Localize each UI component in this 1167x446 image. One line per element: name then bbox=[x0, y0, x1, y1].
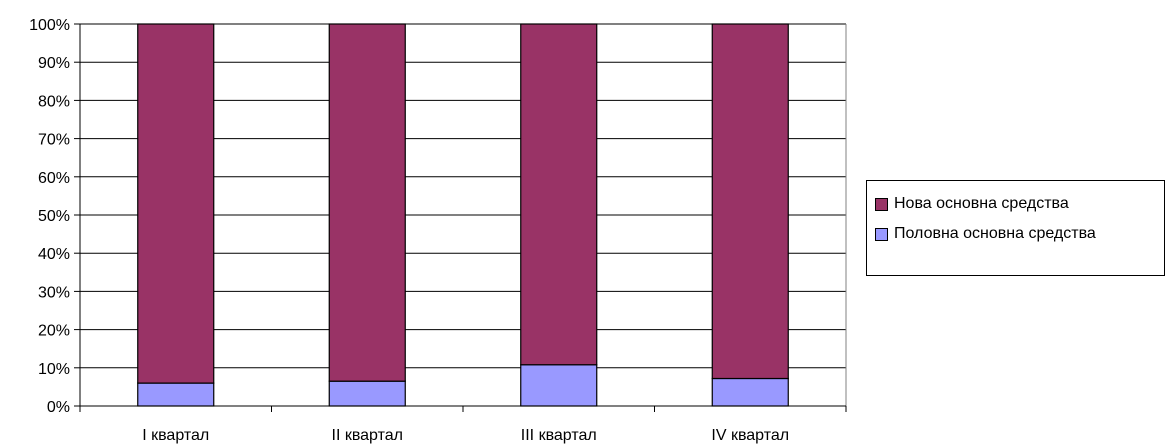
bar-segment-used bbox=[137, 382, 215, 407]
y-tick-label: 70% bbox=[38, 132, 70, 149]
x-axis: I квартал II квартал III квартал IV квартал bbox=[79, 405, 847, 444]
y-tick-label: 80% bbox=[38, 93, 70, 110]
legend: Нова основна средства Половна основна ср… bbox=[866, 180, 1165, 276]
bar-segment-new bbox=[520, 23, 598, 366]
bar-segment-used bbox=[711, 377, 789, 407]
y-tick-label: 90% bbox=[38, 55, 70, 72]
legend-item-used: Половна основна средства bbox=[875, 225, 1096, 243]
bar-segment-used bbox=[520, 364, 598, 407]
y-tick-label: 20% bbox=[38, 323, 70, 340]
legend-swatch-new bbox=[875, 197, 888, 211]
y-axis: 0% 10% 20% 30% 40% 50% 60% 70% 80% 90% 100% bbox=[29, 17, 81, 416]
bar-segment-new bbox=[137, 23, 215, 384]
x-category-label: II квартал bbox=[332, 427, 403, 444]
bar-segment-used bbox=[328, 380, 406, 407]
y-tick-label: 10% bbox=[38, 361, 70, 378]
legend-label-used: Половна основна средства bbox=[894, 225, 1096, 242]
y-tick-label: 30% bbox=[38, 284, 70, 301]
x-category-label: IV квартал bbox=[711, 427, 789, 444]
bar-segment-new bbox=[328, 23, 406, 382]
bars bbox=[137, 23, 789, 407]
y-tick-label: 60% bbox=[38, 170, 70, 187]
y-tick-label: 100% bbox=[29, 17, 70, 34]
legend-swatch-used bbox=[875, 227, 888, 241]
y-tick-label: 50% bbox=[38, 208, 70, 225]
legend-item-new: Нова основна средства bbox=[875, 195, 1069, 213]
y-tick-label: 40% bbox=[38, 246, 70, 263]
x-category-label: I квартал bbox=[142, 427, 209, 444]
x-category-label: III квартал bbox=[521, 427, 597, 444]
legend-label-new: Нова основна средства bbox=[894, 195, 1069, 212]
y-tick-label: 0% bbox=[47, 399, 70, 416]
bar-segment-new bbox=[711, 23, 789, 380]
stacked-bar-chart: 0% 10% 20% 30% 40% 50% 60% 70% 80% 90% 100% I квар… bbox=[29, 17, 847, 444]
